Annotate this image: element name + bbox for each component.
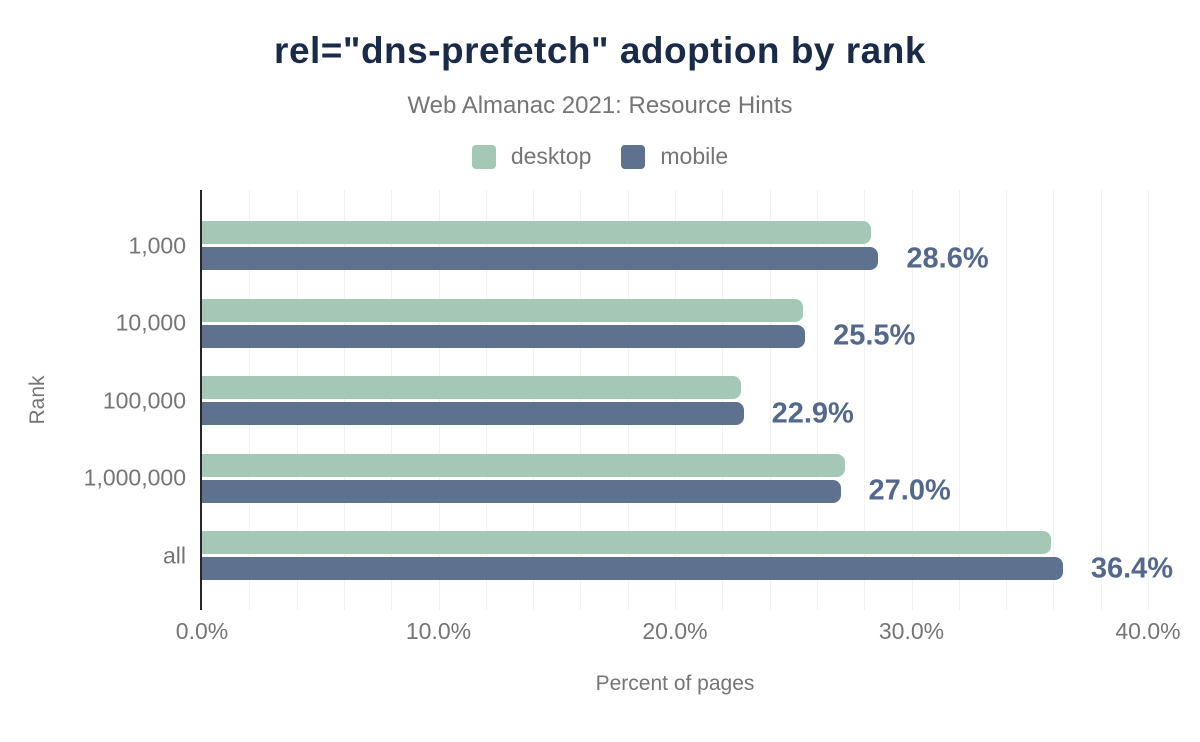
bar-value-label: 25.5% — [833, 319, 916, 352]
gridline — [533, 190, 535, 610]
bar-value-label: 27.0% — [868, 474, 951, 507]
x-axis-title: Percent of pages — [595, 672, 755, 695]
gridline — [391, 190, 393, 610]
legend: desktop mobile — [0, 143, 1200, 170]
x-tick-label: 0.0% — [175, 618, 229, 644]
desktop-swatch-icon — [471, 144, 496, 169]
x-tick-label: 20.0% — [642, 618, 708, 644]
gridline — [343, 190, 345, 610]
y-axis-title: Rank — [26, 375, 49, 425]
bar-mobile-10000 — [202, 324, 806, 348]
gridline — [1100, 190, 1102, 610]
bar-value-label: 28.6% — [906, 242, 989, 274]
gridline — [438, 190, 440, 610]
bar-desktop-all — [202, 531, 1052, 554]
gridline — [1006, 190, 1008, 610]
y-tick-label: all — [162, 542, 186, 568]
gridline — [1053, 190, 1055, 610]
x-tick-label: 30.0% — [878, 618, 945, 644]
bar-mobile-1000000 — [202, 479, 841, 503]
legend-label-desktop: desktop — [510, 143, 592, 169]
bar-mobile-100000 — [202, 402, 744, 425]
gridline — [580, 190, 582, 610]
gridline — [769, 190, 771, 610]
bar-desktop-1000 — [202, 221, 872, 244]
chart-subtitle: Web Almanac 2021: Resource Hints — [407, 92, 793, 119]
bar-value-label: 22.9% — [771, 397, 854, 429]
gridline — [958, 190, 960, 610]
legend-label-mobile: mobile — [660, 143, 729, 169]
chart-title: rel="dns-prefetch" adoption by rank — [274, 30, 926, 71]
plot-area: 28.6% 1,000 25.5% 10,000 22.9% 100,000 27.0% 1,… — [84, 190, 1181, 644]
gridline — [864, 190, 866, 610]
bar-value-label: 36.4% — [1090, 552, 1174, 584]
bar-desktop-10000 — [202, 298, 803, 322]
gridline — [249, 190, 251, 610]
y-tick-label: 100,000 — [102, 387, 186, 413]
bar-mobile-all — [202, 557, 1063, 580]
y-tick-label: 1,000 — [128, 232, 186, 258]
gridline — [675, 190, 676, 610]
bar-desktop-1000000 — [202, 453, 846, 477]
legend-item-desktop: desktop — [471, 143, 592, 170]
y-tick-label: 1,000,000 — [83, 464, 186, 491]
gridline — [627, 190, 629, 610]
x-tick-label: 10.0% — [405, 618, 472, 644]
gridline — [722, 190, 724, 610]
bar-desktop-100000 — [202, 376, 742, 399]
gridline — [816, 190, 818, 610]
gridline — [485, 190, 487, 610]
y-tick-label: 10,000 — [115, 309, 186, 336]
gridline — [1148, 190, 1149, 610]
x-tick-label: 40.0% — [1115, 618, 1181, 644]
gridline — [296, 190, 298, 610]
legend-item-mobile: mobile — [621, 143, 728, 170]
mobile-swatch-icon — [621, 144, 646, 169]
bar-mobile-1000 — [202, 247, 879, 270]
gridline — [911, 190, 913, 610]
